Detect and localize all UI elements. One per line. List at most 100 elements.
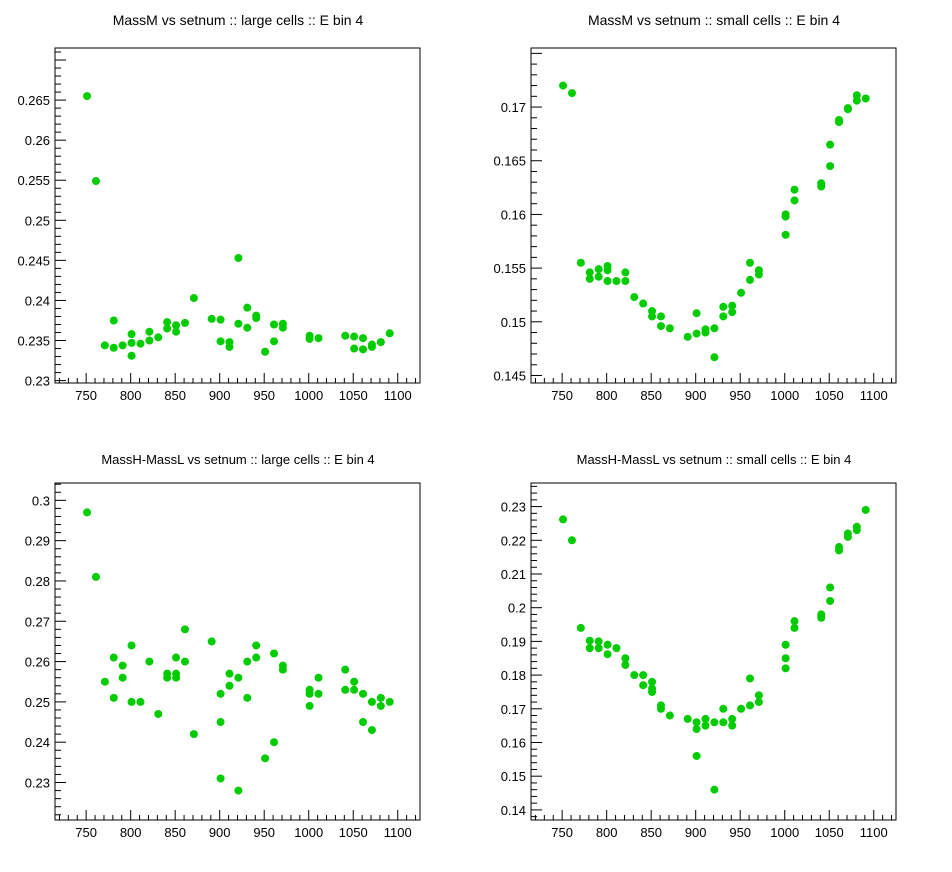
data-point	[710, 353, 719, 362]
data-point	[754, 698, 763, 707]
data-point	[350, 344, 359, 353]
data-point	[359, 689, 368, 698]
data-point	[692, 309, 701, 318]
x-tick-label: 800	[120, 388, 142, 403]
x-tick-label: 750	[551, 825, 573, 840]
data-point	[118, 673, 127, 682]
x-tick-label: 850	[164, 388, 186, 403]
data-point	[835, 118, 844, 127]
data-point	[83, 508, 92, 517]
data-point	[367, 342, 376, 351]
data-point	[172, 653, 181, 662]
data-point	[746, 674, 754, 683]
y-tick-label: 0.17	[501, 702, 526, 717]
data-point	[567, 536, 576, 545]
data-point	[270, 649, 278, 658]
data-point	[710, 718, 719, 727]
data-point	[243, 693, 252, 702]
data-point	[817, 182, 826, 191]
data-point	[648, 312, 657, 321]
data-point	[728, 308, 737, 317]
data-point	[576, 623, 585, 632]
data-point	[305, 701, 314, 710]
data-point	[594, 265, 603, 274]
x-tick-label: 1050	[815, 388, 844, 403]
x-tick-label: 950	[729, 388, 751, 403]
plot-frame	[530, 482, 897, 821]
data-point	[612, 276, 621, 285]
data-point	[835, 546, 844, 555]
y-tick-label: 0.25	[25, 213, 50, 228]
data-point	[243, 657, 252, 666]
data-point	[701, 714, 710, 723]
data-point	[559, 81, 568, 90]
data-point	[790, 196, 799, 205]
data-point	[127, 641, 136, 650]
data-point	[683, 332, 692, 341]
data-point	[826, 140, 835, 149]
data-point	[216, 689, 225, 698]
data-point	[648, 687, 657, 696]
data-point	[127, 697, 136, 706]
data-point	[630, 293, 639, 302]
data-point	[719, 312, 728, 321]
data-point	[376, 701, 385, 710]
data-point	[630, 671, 639, 680]
data-point	[91, 572, 100, 581]
data-point	[656, 704, 665, 713]
y-tick-label: 0.23	[501, 500, 526, 515]
data-point	[567, 89, 576, 98]
x-tick-label: 1100	[384, 388, 412, 403]
x-tick-label: 1000	[294, 388, 323, 403]
data-point	[216, 337, 225, 346]
y-tick-label: 0.14	[501, 803, 526, 818]
y-tick-label: 0.28	[25, 574, 50, 589]
y-tick-label: 0.21	[501, 567, 526, 582]
data-point	[701, 721, 710, 730]
x-tick-label: 1100	[860, 388, 888, 403]
data-point	[172, 327, 181, 336]
data-point	[305, 689, 314, 698]
data-point	[350, 685, 359, 694]
data-point	[790, 623, 799, 632]
data-point	[594, 644, 603, 653]
y-tick-label: 0.18	[501, 668, 526, 683]
data-point	[559, 515, 568, 524]
data-point	[683, 714, 692, 723]
y-tick-label: 0.165	[493, 154, 526, 169]
data-point	[585, 644, 594, 653]
data-point	[225, 681, 234, 690]
data-point	[234, 319, 243, 328]
data-point	[225, 669, 234, 678]
data-point	[127, 330, 136, 339]
data-point	[207, 314, 216, 323]
data-point	[826, 162, 835, 171]
data-point	[817, 613, 826, 622]
x-tick-label: 1000	[770, 388, 799, 403]
y-tick-label: 0.15	[501, 769, 526, 784]
x-tick-label: 900	[685, 388, 707, 403]
data-point	[385, 329, 394, 338]
data-point	[154, 333, 163, 342]
data-point	[189, 730, 198, 739]
x-tick-label: 850	[164, 825, 186, 840]
data-point	[305, 334, 314, 343]
data-point	[826, 596, 835, 605]
data-point	[594, 637, 603, 646]
data-point	[603, 276, 612, 285]
data-point	[145, 327, 154, 336]
data-point	[746, 275, 754, 284]
data-point	[826, 583, 835, 592]
chart-panel-massdiff-large: MassH-MassL vs setnum :: large cells :: …	[0, 436, 476, 872]
data-point	[376, 693, 385, 702]
data-point	[127, 338, 136, 347]
data-point	[603, 640, 612, 649]
chart-title: MassH-MassL vs setnum :: large cells :: …	[101, 452, 375, 467]
data-point	[367, 726, 376, 735]
data-point	[91, 177, 100, 186]
data-point	[656, 312, 665, 321]
data-point	[118, 341, 127, 350]
data-point	[843, 105, 852, 114]
x-tick-label: 900	[685, 825, 707, 840]
data-point	[359, 718, 368, 727]
